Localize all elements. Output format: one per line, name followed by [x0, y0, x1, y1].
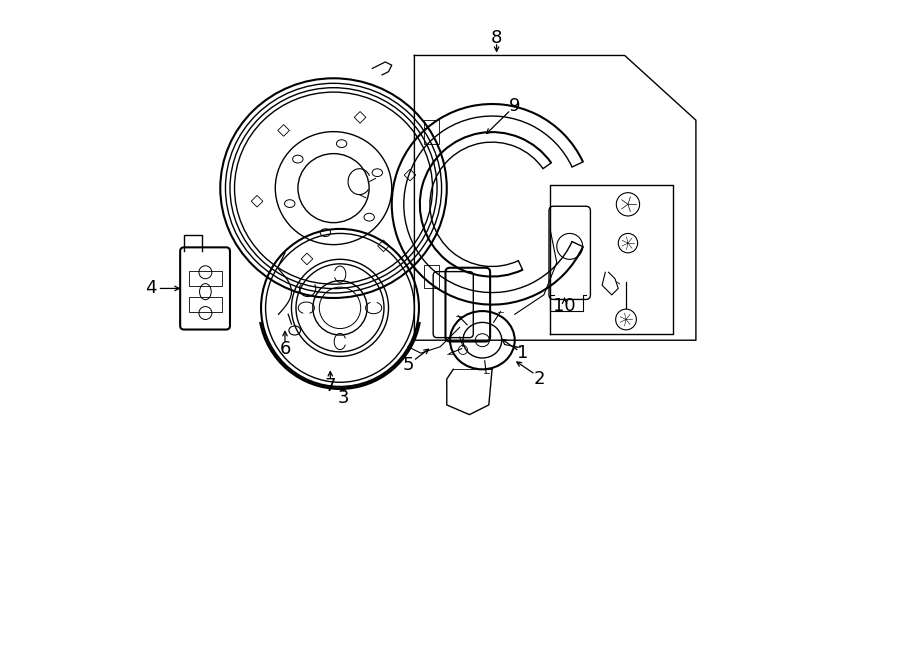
Text: 10: 10 — [554, 297, 576, 315]
Text: 1: 1 — [518, 344, 529, 362]
Text: 9: 9 — [509, 97, 520, 115]
Text: 6: 6 — [279, 340, 291, 358]
Text: 2: 2 — [534, 370, 545, 388]
Text: 3: 3 — [338, 389, 349, 407]
Text: 4: 4 — [145, 280, 157, 297]
Text: 5: 5 — [402, 356, 414, 374]
Text: 8: 8 — [491, 29, 502, 47]
Text: 7: 7 — [325, 377, 336, 395]
